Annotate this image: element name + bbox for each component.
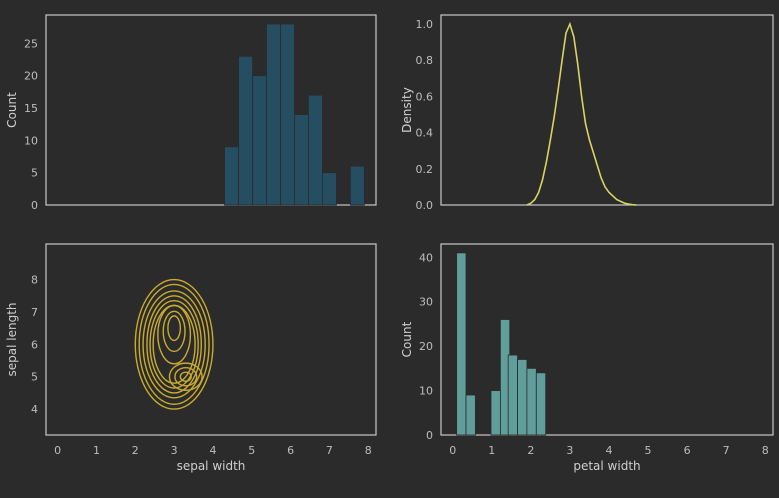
- x-tick-label-4-6: 6: [684, 444, 691, 457]
- y-axis-label-3: sepal length: [5, 302, 19, 376]
- kde-line-0: [526, 21, 637, 206]
- y-tick-label-1-5: 25: [24, 37, 38, 50]
- x-tick-label-3-7: 7: [326, 444, 333, 457]
- kde-contour-8: [167, 315, 182, 342]
- y-tick-label-3-1: 5: [31, 371, 38, 384]
- y-axis-label-2: Density: [400, 87, 414, 133]
- x-tick-label-4-0: 0: [449, 444, 456, 457]
- kde-contour-1: [138, 283, 210, 405]
- y-tick-label-4-4: 40: [419, 251, 433, 264]
- y-tick-label-2-0: 0.0: [416, 199, 434, 212]
- y-tick-label-1-4: 20: [24, 70, 38, 83]
- kde-contour-4: [149, 299, 199, 389]
- histogram-bar-1-2: [252, 75, 267, 206]
- histogram-bar-1-9: [349, 165, 365, 206]
- y-tick-label-2-2: 0.4: [416, 127, 434, 140]
- histogram-bar-1-0: [224, 146, 239, 206]
- histogram-bar-4-0: [456, 252, 467, 436]
- histogram-bar-1-5: [294, 114, 309, 206]
- histogram-bar-4-9: [535, 372, 547, 436]
- y-tick-label-3-0: 4: [31, 403, 38, 416]
- y-tick-label-4-1: 10: [419, 385, 433, 398]
- x-tick-label-4-2: 2: [527, 444, 534, 457]
- axes-frame-4: [440, 243, 774, 436]
- histogram-bar-4-8: [526, 367, 537, 436]
- kde-contour-10: [174, 366, 198, 387]
- kde-contour-7: [162, 310, 186, 353]
- histogram-bar-4-6: [507, 354, 518, 436]
- x-axis-label-3: sepal width: [177, 459, 246, 473]
- y-tick-label-2-3: 0.6: [416, 90, 434, 103]
- x-tick-label-4-4: 4: [605, 444, 612, 457]
- kde-contour-11: [179, 371, 192, 382]
- x-tick-label-4-7: 7: [723, 444, 730, 457]
- y-tick-label-1-0: 0: [31, 199, 38, 212]
- histogram-bar-4-1: [465, 394, 476, 436]
- y-tick-label-2-4: 0.8: [416, 54, 434, 67]
- y-tick-label-4-3: 30: [419, 296, 433, 309]
- histogram-bar-1-4: [280, 23, 295, 206]
- x-axis-label-4: petal width: [573, 459, 640, 473]
- x-tick-label-3-1: 1: [93, 444, 100, 457]
- y-tick-label-1-3: 15: [24, 102, 38, 115]
- x-tick-label-4-8: 8: [762, 444, 769, 457]
- histogram-bar-1-6: [308, 94, 323, 206]
- x-tick-label-3-3: 3: [171, 444, 178, 457]
- axes-frame-2: [440, 14, 774, 206]
- kde-contour-3: [146, 295, 202, 394]
- axes-frame-1: [45, 14, 377, 206]
- histogram-bar-1-3: [266, 23, 281, 206]
- histogram-bar-1-7: [322, 172, 337, 206]
- y-tick-label-1-2: 10: [24, 134, 38, 147]
- y-tick-label-3-3: 7: [31, 306, 38, 319]
- y-tick-label-1-1: 5: [31, 167, 38, 180]
- y-tick-label-2-5: 1.0: [416, 18, 434, 31]
- kde-contour-0: [134, 278, 214, 410]
- kde-contour-2: [142, 290, 206, 399]
- y-axis-label-4: Count: [400, 321, 414, 357]
- x-tick-label-3-8: 8: [365, 444, 372, 457]
- histogram-bar-4-7: [517, 359, 528, 436]
- x-tick-label-4-1: 1: [488, 444, 495, 457]
- histogram-bar-1-1: [238, 55, 253, 206]
- kde-contour-6: [157, 304, 192, 365]
- x-tick-label-3-4: 4: [209, 444, 216, 457]
- y-tick-label-4-0: 0: [426, 429, 433, 442]
- y-axis-label-1: Count: [5, 92, 19, 128]
- x-tick-label-3-2: 2: [132, 444, 139, 457]
- x-tick-label-4-5: 5: [645, 444, 652, 457]
- y-tick-label-3-2: 6: [31, 338, 38, 351]
- x-tick-label-3-6: 6: [287, 444, 294, 457]
- kde-contour-9: [168, 362, 203, 392]
- histogram-bar-4-4: [490, 390, 501, 436]
- y-tick-label-3-4: 8: [31, 274, 38, 287]
- y-tick-label-4-2: 20: [419, 340, 433, 353]
- x-tick-label-3-0: 0: [54, 444, 61, 457]
- y-tick-label-2-1: 0.2: [416, 163, 434, 176]
- x-tick-label-3-5: 5: [248, 444, 255, 457]
- kde-contour-5: [152, 304, 196, 384]
- axes-frame-3: [45, 243, 377, 436]
- x-tick-label-4-3: 3: [566, 444, 573, 457]
